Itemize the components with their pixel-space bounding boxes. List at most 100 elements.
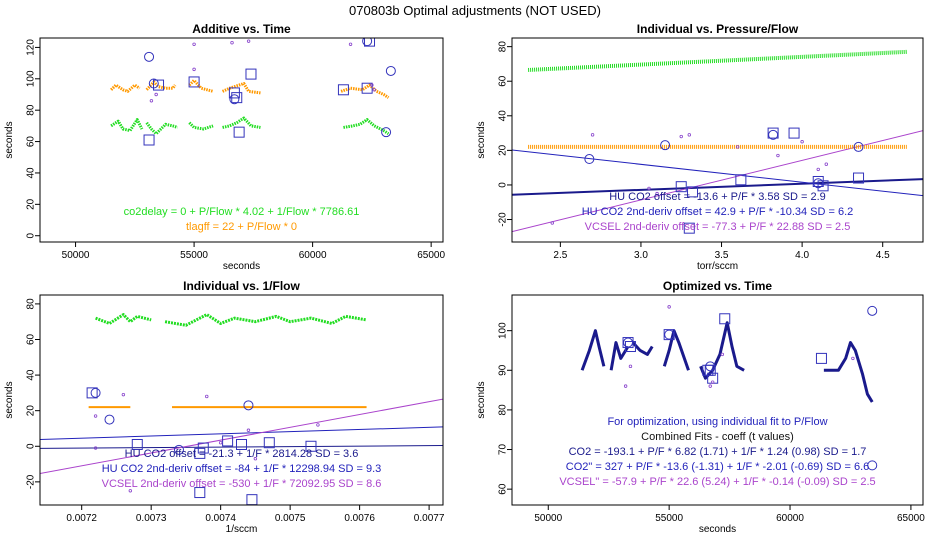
marker-point <box>776 153 780 158</box>
marker-square <box>719 313 731 325</box>
fit-line <box>40 398 443 474</box>
annotation-text: CO2 = -193.1 + P/F * 6.82 (1.71) + 1/F *… <box>569 446 867 458</box>
y-tick-label: 80 <box>26 104 37 116</box>
marker-square <box>817 180 829 192</box>
y-tick-label: 0 <box>26 443 37 449</box>
marker-circle <box>768 129 779 140</box>
marker-circle <box>104 414 115 425</box>
marker-point <box>192 42 196 46</box>
marker-point <box>800 140 804 144</box>
series-dots <box>343 118 390 135</box>
plot-area <box>40 313 443 505</box>
y-tick-label: -20 <box>498 212 509 227</box>
marker-circle <box>623 337 634 348</box>
marker-circle <box>144 51 155 62</box>
marker-circle <box>362 38 373 47</box>
chart-panel-p3: Individual vs. 1/Flow 1/sccm seconds 0.0072… <box>4 279 445 535</box>
y-axis-label: seconds <box>476 381 487 418</box>
marker-square <box>815 352 827 364</box>
marker-square <box>233 126 245 138</box>
marker-square <box>361 82 373 94</box>
annotation-text: HU CO2 offset = -21.3 + 1/F * 2814.28 SD… <box>125 448 359 460</box>
chart-title: Individual vs. Pressure/Flow <box>637 22 799 36</box>
series-dots <box>221 82 261 95</box>
marker-point <box>128 489 133 493</box>
marker-point <box>316 423 320 427</box>
marker-point <box>230 41 234 45</box>
chart-panel-p1: Additive vs. Time seconds seconds 50000 5500… <box>4 22 445 272</box>
y-axis-label: seconds <box>4 121 15 158</box>
fit-line <box>40 426 443 441</box>
x-tick-label: 65000 <box>417 250 445 261</box>
y-tick-label: 80 <box>498 404 509 416</box>
y-tick-label: 60 <box>26 136 37 148</box>
marker-circle <box>90 387 101 398</box>
marker-circle <box>381 127 392 138</box>
marker-square <box>687 186 699 198</box>
marker-square <box>246 494 258 505</box>
chart-title: Additive vs. Time <box>192 22 291 36</box>
chart-panel-p4: Optimized vs. Time seconds seconds 50000 550… <box>476 279 925 535</box>
marker-point <box>667 305 671 309</box>
marker-point <box>205 394 209 399</box>
marker-circle <box>385 65 396 76</box>
marker-point <box>246 39 251 43</box>
annotation-text: co2delay = 0 + P/Flow * 4.02 + 1/Flow * … <box>124 206 360 218</box>
marker-point <box>710 380 715 384</box>
chart-title: Individual vs. 1/Flow <box>183 279 300 293</box>
x-axis-label: torr/sccm <box>697 261 738 272</box>
x-tick-label: 0.0077 <box>414 513 445 524</box>
marker-point <box>121 392 126 397</box>
marker-square <box>853 172 865 184</box>
marker-point <box>372 88 376 92</box>
x-tick-label: 0.0073 <box>136 513 167 524</box>
y-axis-label: seconds <box>476 121 487 158</box>
y-tick-label: 0 <box>26 233 37 239</box>
x-tick-label: 0.0072 <box>66 513 97 524</box>
y-tick-label: 120 <box>26 39 37 56</box>
marker-square <box>143 134 155 146</box>
y-tick-label: 80 <box>26 298 37 310</box>
x-tick-label: 0.0074 <box>205 513 236 524</box>
marker-circle <box>853 141 864 152</box>
chart-panel-p2: Individual vs. Pressure/Flow torr/sccm sec… <box>476 22 924 272</box>
y-tick-label: 40 <box>26 369 37 381</box>
y-tick-label: 0 <box>498 182 509 188</box>
x-tick-label: 60000 <box>776 513 804 524</box>
x-tick-label: 2.5 <box>553 250 567 261</box>
series-scribble <box>95 313 152 325</box>
annotation-text: HU CO2 2nd-deriv offset = -84 + 1/F * 12… <box>102 463 382 475</box>
marker-point <box>679 134 683 139</box>
marker-circle <box>664 329 675 340</box>
marker-square <box>245 68 257 80</box>
marker-square <box>194 487 206 499</box>
annotation-text: HU CO2 2nd-deriv offset = 42.9 + P/F * -… <box>582 206 854 218</box>
series-line <box>823 341 874 403</box>
page-title: 070803b Optimal adjustments (NOT USED) <box>349 3 601 18</box>
marker-square <box>337 84 349 96</box>
marker-point <box>154 92 158 97</box>
marker-square <box>364 38 376 47</box>
y-tick-label: 90 <box>498 364 509 376</box>
marker-square <box>767 127 779 139</box>
plot-area <box>110 38 396 146</box>
marker-square <box>86 387 98 399</box>
annotation-text: VCSEL 2nd-deriv offset = -77.3 + P/F * 2… <box>585 221 851 233</box>
plot-area <box>512 49 923 234</box>
marker-square <box>788 127 800 139</box>
marker-point <box>93 414 98 418</box>
x-axis-label: 1/sccm <box>226 524 258 535</box>
marker-circle <box>584 154 595 165</box>
marker-circle <box>660 140 671 151</box>
marker-square <box>683 222 695 234</box>
marker-circle <box>173 444 184 455</box>
y-tick-label: -20 <box>26 474 37 489</box>
series-line <box>631 341 654 356</box>
y-tick-label: 70 <box>498 444 509 456</box>
marker-point <box>816 167 820 172</box>
marker-point <box>720 352 725 357</box>
marker-point <box>370 83 374 87</box>
annotation-text: Combined Fits - coeff (t values) <box>641 431 794 443</box>
annotation-text: For optimization, using individual fit t… <box>607 416 827 428</box>
